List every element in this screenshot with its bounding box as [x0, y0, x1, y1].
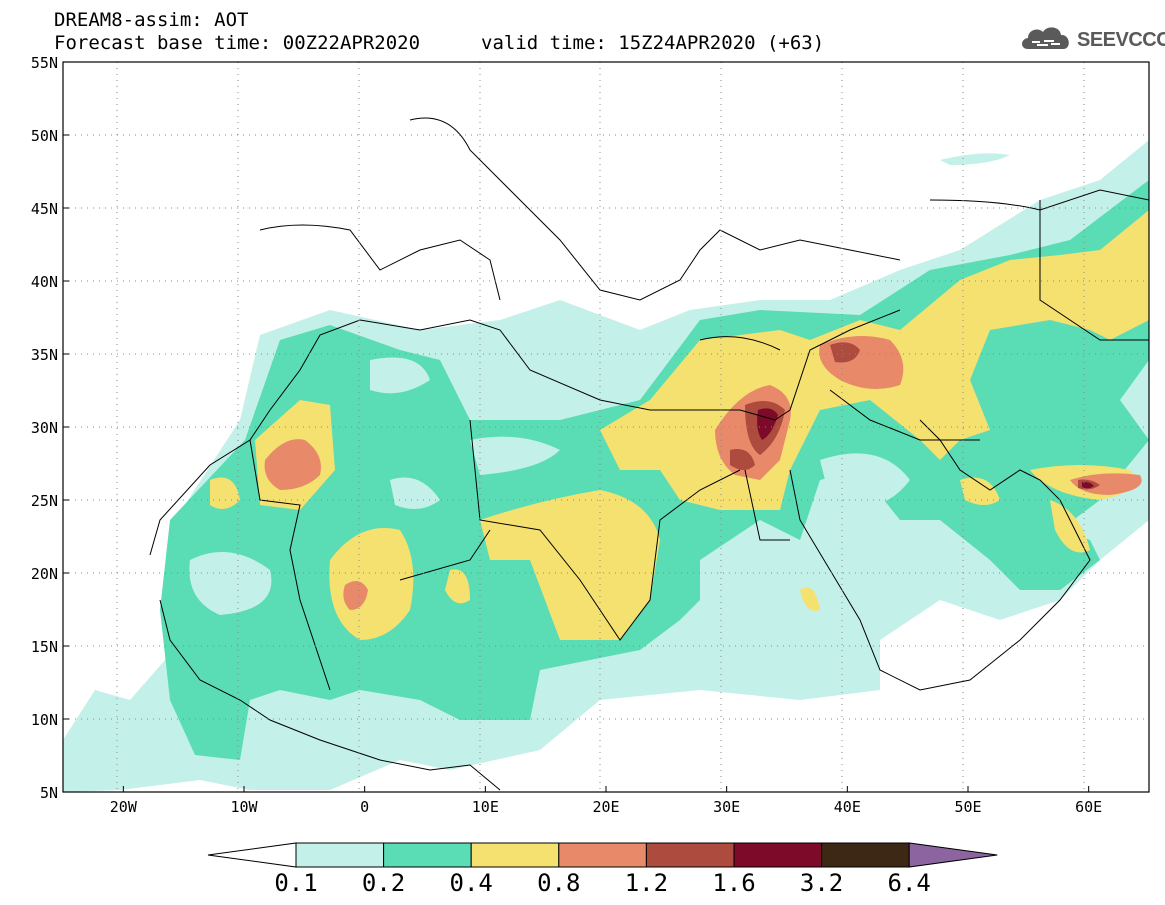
colorbar-label: 0.1 [274, 869, 317, 897]
colorbar-label: 0.8 [537, 869, 580, 897]
lat-label: 35N [31, 346, 58, 364]
colorbar-box [558, 842, 647, 868]
colorbar-box [821, 842, 910, 868]
colorbar-box [295, 842, 385, 868]
colorbar-box [383, 842, 472, 868]
valid-time: valid time: 15Z24APR2020 (+63) [481, 32, 825, 54]
graticule [63, 62, 1149, 792]
lon-label: 40E [834, 798, 861, 816]
lat-label: 40N [31, 273, 58, 291]
lon-label: 20E [592, 798, 619, 816]
lat-label: 20N [31, 565, 58, 583]
colorbar-label: 1.6 [712, 869, 755, 897]
colorbar-box [470, 842, 560, 868]
forecast-base-time: Forecast base time: 00Z22APR2020 [54, 32, 421, 54]
lat-label: 30N [31, 419, 58, 437]
lat-label: 10N [31, 711, 58, 729]
map-subtitle: Forecast base time: 00Z22APR2020 valid ti… [54, 32, 824, 54]
lat-label: 55N [31, 54, 58, 72]
lat-label: 50N [31, 127, 58, 145]
lat-label: 15N [31, 638, 58, 656]
lat-label: 45N [31, 200, 58, 218]
colorbar-label: 0.2 [362, 869, 405, 897]
colorbar-label: 3.2 [800, 869, 843, 897]
colorbar-box [645, 842, 735, 868]
lon-label: 0 [360, 798, 369, 816]
coastlines [149, 117, 1149, 791]
colorbar-label: 0.4 [450, 869, 493, 897]
lon-label: 60E [1075, 798, 1102, 816]
lon-label: 10E [472, 798, 499, 816]
lat-label: 5N [40, 784, 58, 802]
logo-text: SEEVCCC [1077, 28, 1165, 51]
colorbar-max-triangle [908, 842, 998, 868]
lat-label: 25N [31, 492, 58, 510]
lon-label: 10W [230, 798, 258, 816]
lon-label: 50E [954, 798, 981, 816]
colorbar-label: 1.2 [625, 869, 668, 897]
lon-label: 30E [713, 798, 740, 816]
map-title: DREAM8-assim: AOT [54, 9, 249, 31]
seevccc-logo: SEEVCCC [1018, 25, 1165, 55]
cloud-icon [1018, 23, 1074, 57]
colorbar-label: 6.4 [888, 869, 931, 897]
lon-label: 20W [110, 798, 138, 816]
colorbar-box [733, 842, 823, 868]
colorbar-min-triangle [207, 842, 297, 868]
